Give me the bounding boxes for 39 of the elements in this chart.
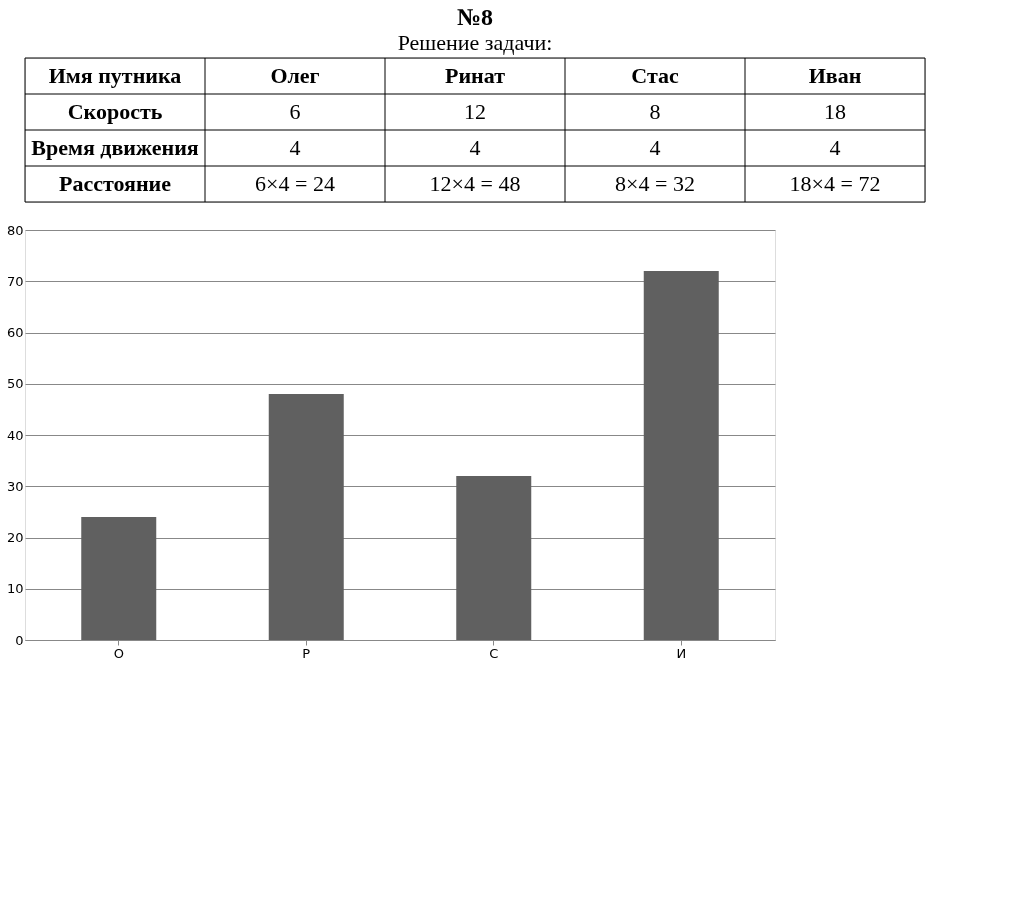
y-tick-label: 40 bbox=[6, 427, 24, 443]
text: 6×4 = 24 bbox=[255, 171, 335, 196]
x-tick-label: И bbox=[676, 645, 687, 661]
text: 12 bbox=[464, 99, 486, 124]
text: Имя путника bbox=[48, 63, 182, 88]
text: Ринат bbox=[444, 63, 506, 88]
text: 4 bbox=[469, 135, 481, 160]
text: 8 bbox=[649, 99, 661, 124]
bar bbox=[456, 476, 532, 640]
y-tick-label: 30 bbox=[6, 478, 24, 494]
chart-title: №8 bbox=[456, 3, 494, 30]
text: 6 bbox=[289, 99, 301, 124]
text: 4 bbox=[829, 135, 841, 160]
bar bbox=[81, 517, 157, 640]
y-tick-label: 20 bbox=[6, 530, 24, 545]
bar bbox=[643, 271, 719, 640]
text: Олег bbox=[270, 63, 320, 88]
bar bbox=[268, 394, 344, 640]
text: Стас bbox=[631, 63, 679, 88]
text: 4 bbox=[289, 135, 301, 160]
text: Иван bbox=[808, 63, 862, 88]
text: 18×4 = 72 bbox=[789, 171, 881, 196]
y-tick-label: 10 bbox=[6, 581, 24, 597]
y-tick-label: 70 bbox=[6, 273, 24, 289]
y-tick-label: 60 bbox=[6, 325, 24, 340]
text: 8×4 = 32 bbox=[615, 171, 695, 196]
text: 12×4 = 48 bbox=[429, 171, 521, 196]
text: 4 bbox=[649, 135, 661, 160]
y-tick-label: 50 bbox=[6, 376, 24, 392]
text: 18 bbox=[824, 99, 846, 124]
text: Скорость bbox=[67, 99, 163, 124]
x-tick-label: Р bbox=[302, 645, 311, 661]
chart-subtitle: Решение задачи: bbox=[397, 29, 553, 55]
x-tick-label: О bbox=[113, 645, 124, 661]
text: Расстояние bbox=[58, 171, 172, 196]
text: Время движения bbox=[31, 135, 199, 160]
y-tick-label: 0 bbox=[15, 632, 24, 648]
y-tick-label: 80 bbox=[6, 222, 24, 238]
x-tick-label: С bbox=[489, 645, 499, 661]
